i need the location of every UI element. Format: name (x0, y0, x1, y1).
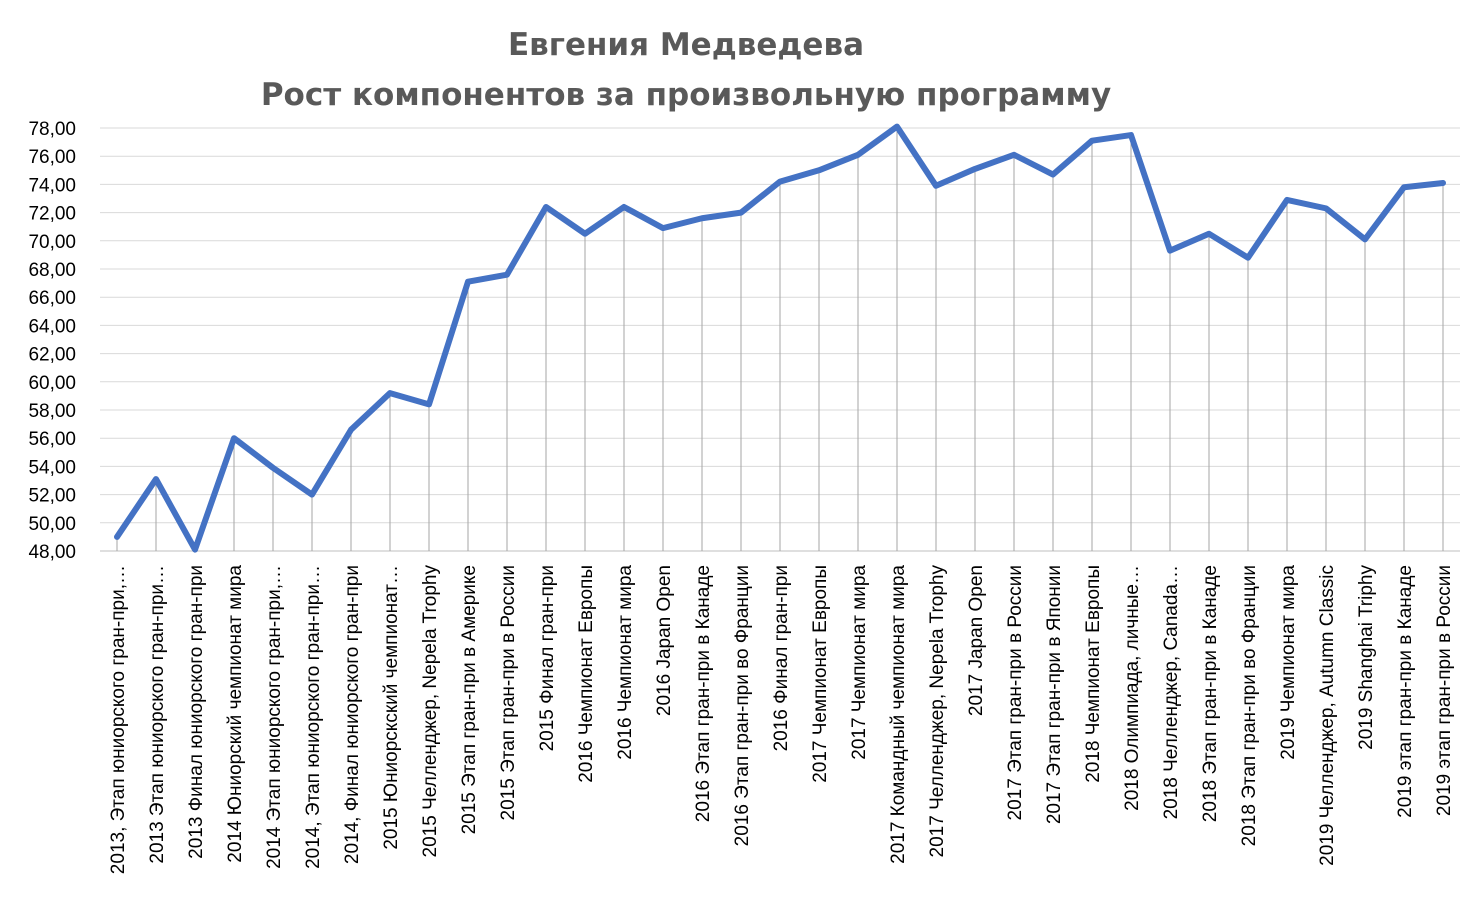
y-tick-label: 66,00 (28, 288, 76, 309)
x-tick-label: 2018 Челленджер, Canada… (1161, 565, 1182, 819)
y-tick-label: 52,00 (28, 486, 76, 507)
series-layer (114, 123, 1446, 553)
x-tick-label: 2016 Этап гран-при во Франции (732, 565, 753, 846)
data-point (194, 548, 196, 551)
x-tick-label: 2017 Этап гран-при в России (1005, 565, 1026, 820)
x-tick-label: 2018 Олимпиада, личные… (1122, 565, 1143, 811)
x-tick-label: 2017 Челленджер, Nepela Trophy (927, 565, 948, 858)
data-point (1286, 198, 1288, 201)
x-tick-label: 2016 Финал гран-при (771, 565, 792, 751)
x-tick-label: 2015 Этап гран-при в Америке (459, 565, 480, 834)
data-point (506, 273, 508, 276)
data-point (1091, 139, 1093, 142)
y-tick-label: 74,00 (28, 175, 76, 196)
x-tick-label: 2018 Этап гран-при в Канаде (1200, 565, 1221, 822)
x-tick-label: 2019 Чемпионат мира (1278, 565, 1299, 760)
data-point (935, 184, 937, 187)
y-tick-label: 70,00 (28, 232, 76, 253)
data-point (896, 125, 898, 128)
y-tick-label: 56,00 (28, 429, 76, 450)
data-point (233, 437, 235, 440)
y-tick-label: 48,00 (28, 542, 76, 563)
data-point (311, 493, 313, 496)
y-tick-label: 54,00 (28, 457, 76, 478)
data-point (1364, 238, 1366, 241)
x-tick-label: 2017 Чемпионат Европы (810, 565, 831, 783)
x-tick-label: 2017 Чемпионат мира (849, 565, 870, 760)
x-tick-label: 2014, Финал юниорского гран-при (342, 565, 363, 864)
data-point (701, 217, 703, 220)
data-point (857, 153, 859, 156)
x-tick-label: 2019 этап гран-при в России (1434, 565, 1455, 816)
data-point (545, 205, 547, 208)
x-tick-label: 2013 Этап юниорского гран-при… (147, 565, 168, 864)
data-point (1130, 134, 1132, 137)
x-tick-label: 2014 Этап юниорского гран-при,… (264, 565, 285, 869)
y-tick-label: 76,00 (28, 147, 76, 168)
data-point (818, 169, 820, 172)
x-tick-label: 2013 Финал юниорского гран-при (186, 565, 207, 859)
y-tick-label: 50,00 (28, 514, 76, 535)
x-axis: 2013, Этап юниорского гран-при,… 2013 Эта… (108, 565, 1455, 875)
x-tick-label: 2016 Чемпионат Европы (576, 565, 597, 783)
y-tick-label: 78,00 (28, 119, 76, 140)
x-tick-label: 2017 Этап гран-при в Японии (1044, 565, 1065, 824)
y-axis: 78,00 76,00 74,00 72,00 70,00 68,00 66,00 64,00… (28, 119, 76, 563)
data-point (155, 478, 157, 481)
x-tick-label: 2014, Этап юниорского гран-при… (303, 565, 324, 869)
x-tick-label: 2013, Этап юниорского гран-при,… (108, 565, 129, 874)
data-point (1013, 153, 1015, 156)
data-point (272, 466, 274, 469)
y-tick-label: 58,00 (28, 401, 76, 422)
x-tick-label: 2015 Челленджер, Nepela Trophy (420, 565, 441, 858)
data-point (116, 535, 118, 538)
x-tick-label: 2015 Юниорскский чемпионат… (381, 565, 402, 850)
y-tick-label: 68,00 (28, 260, 76, 281)
x-tick-label: 2019 Челленджер, Autumn Classic (1317, 565, 1338, 866)
x-tick-label: 2017 Japan Open (966, 565, 987, 716)
x-tick-label: 2015 Этап гран-при в России (498, 565, 519, 820)
data-point (974, 167, 976, 170)
x-tick-label: 2019 этап гран-при в Канаде (1395, 565, 1416, 818)
y-tick-label: 72,00 (28, 204, 76, 225)
x-tick-label: 2018 Чемпионат Европы (1083, 565, 1104, 783)
x-tick-label: 2019 Shanghai Triphy (1356, 565, 1377, 750)
data-point (467, 280, 469, 283)
x-tick-label: 2016 Чемпионат мира (615, 565, 636, 760)
data-point (389, 392, 391, 395)
data-point (662, 227, 664, 230)
data-point (1208, 232, 1210, 235)
x-tick-label: 2016 Japan Open (654, 565, 675, 716)
drop-lines (116, 126, 1444, 551)
data-point (1325, 207, 1327, 210)
data-point (428, 403, 430, 406)
data-point (740, 211, 742, 214)
x-tick-label: 2017 Командный чемпионат мира (888, 565, 909, 864)
data-point (1403, 186, 1405, 189)
data-point (779, 180, 781, 183)
data-point (1169, 249, 1171, 252)
data-point (623, 205, 625, 208)
x-tick-label: 2018 Этап гран-при во Франции (1239, 565, 1260, 846)
x-tick-label: 2015 Финал гран-при (537, 565, 558, 751)
y-tick-label: 64,00 (28, 316, 76, 337)
data-point (1442, 181, 1444, 184)
data-point (584, 232, 586, 235)
data-point (1247, 256, 1249, 259)
chart-title: Евгения Медведева (508, 27, 864, 63)
data-point (350, 428, 352, 431)
data-point (1052, 173, 1054, 176)
y-tick-label: 60,00 (28, 373, 76, 394)
x-tick-label: 2014 Юниорский чемпионат мира (225, 565, 246, 863)
y-tick-label: 62,00 (28, 345, 76, 366)
x-tick-label: 2016 Этап гран-при в Канаде (693, 565, 714, 822)
chart-subtitle: Рост компонентов за произвольную програм… (261, 77, 1111, 113)
